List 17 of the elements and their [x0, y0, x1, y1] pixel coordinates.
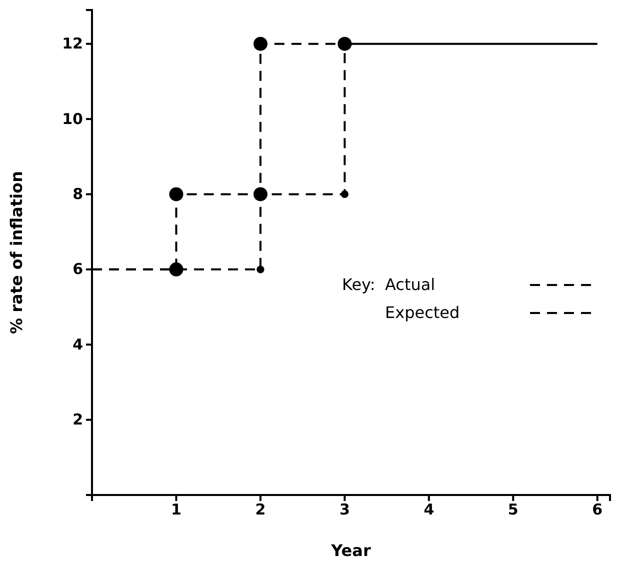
legend-title: Key: — [342, 275, 376, 294]
y-tick-label: 12 — [62, 34, 83, 53]
y-tick-label: 2 — [72, 410, 83, 429]
text: Actual — [385, 275, 436, 294]
x-tick-label: 3 — [339, 500, 350, 519]
x-tick-label: 5 — [508, 500, 518, 519]
x-axis-title: Year — [330, 541, 371, 560]
x-tick-label: 4 — [424, 500, 434, 519]
x-tick-label: 2 — [255, 500, 266, 519]
y-axis-title: % rate of inflation — [7, 171, 26, 334]
x-tick-label: 1 — [171, 500, 182, 519]
y-tick-label: 6 — [72, 260, 83, 278]
y-tick-label: 4 — [72, 335, 83, 354]
y-tick-label: 8 — [72, 185, 83, 204]
text: Expected — [385, 303, 460, 322]
y-tick-label: 10 — [62, 110, 83, 128]
x-tick-label: 6 — [592, 500, 603, 519]
